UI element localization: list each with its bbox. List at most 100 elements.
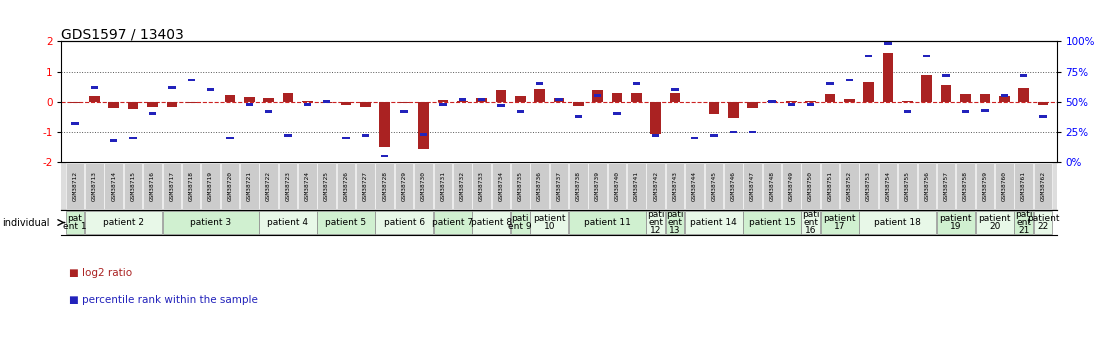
Bar: [341, 102, 351, 105]
Text: GSM38719: GSM38719: [208, 171, 214, 201]
Text: GSM38752: GSM38752: [846, 171, 852, 201]
Text: GSM38758: GSM38758: [963, 171, 968, 201]
Text: GSM38715: GSM38715: [131, 171, 135, 201]
Bar: [845, 79, 853, 81]
Text: GSM38756: GSM38756: [925, 171, 929, 201]
Bar: [743, 163, 761, 209]
Bar: [472, 163, 491, 209]
Bar: [995, 163, 1014, 209]
Text: pati
ent
13: pati ent 13: [666, 210, 684, 235]
Bar: [730, 131, 737, 133]
Bar: [143, 163, 162, 209]
Bar: [863, 82, 874, 102]
Text: GSM38721: GSM38721: [247, 171, 252, 201]
Bar: [376, 163, 394, 209]
Bar: [225, 95, 235, 102]
Bar: [511, 163, 530, 209]
Bar: [85, 211, 162, 234]
Bar: [457, 101, 467, 102]
Bar: [376, 211, 433, 234]
Text: patient 18: patient 18: [874, 218, 921, 227]
Bar: [1034, 211, 1052, 234]
Text: GSM38726: GSM38726: [343, 171, 349, 201]
Bar: [72, 122, 78, 125]
Bar: [323, 100, 331, 103]
Bar: [879, 163, 898, 209]
Bar: [781, 163, 800, 209]
Bar: [802, 211, 819, 234]
Bar: [69, 102, 80, 103]
Bar: [787, 103, 795, 106]
Bar: [536, 82, 543, 85]
Bar: [1018, 88, 1029, 102]
Bar: [594, 95, 601, 97]
Bar: [162, 211, 258, 234]
Bar: [66, 163, 84, 209]
Bar: [898, 163, 917, 209]
Bar: [434, 163, 452, 209]
Bar: [1038, 102, 1049, 105]
Bar: [362, 134, 369, 137]
Bar: [379, 102, 390, 147]
Bar: [162, 163, 181, 209]
Text: GSM38722: GSM38722: [266, 171, 272, 201]
Bar: [278, 163, 297, 209]
Bar: [672, 88, 679, 91]
Bar: [265, 110, 273, 113]
Bar: [844, 99, 854, 102]
Bar: [439, 103, 446, 106]
Bar: [259, 163, 278, 209]
Bar: [1034, 163, 1052, 209]
Text: GSM38720: GSM38720: [227, 171, 233, 201]
Text: GSM38745: GSM38745: [711, 171, 717, 201]
Bar: [360, 102, 371, 107]
Text: patient 8: patient 8: [471, 218, 512, 227]
Bar: [937, 211, 975, 234]
Bar: [588, 163, 607, 209]
Bar: [472, 211, 510, 234]
Bar: [400, 110, 408, 113]
Bar: [614, 112, 620, 115]
Bar: [124, 163, 142, 209]
Bar: [747, 102, 758, 108]
Bar: [646, 211, 665, 234]
Bar: [186, 102, 197, 103]
Text: GSM38749: GSM38749: [789, 171, 794, 201]
Bar: [1014, 163, 1033, 209]
Bar: [743, 211, 800, 234]
Text: patient
22: patient 22: [1026, 214, 1059, 231]
Text: GSM38757: GSM38757: [944, 171, 949, 201]
Bar: [168, 86, 176, 89]
Bar: [477, 98, 485, 101]
Bar: [395, 163, 414, 209]
Bar: [321, 102, 332, 103]
Text: GSM38727: GSM38727: [363, 171, 368, 201]
Bar: [381, 155, 388, 157]
Text: patient 5: patient 5: [325, 218, 367, 227]
Bar: [553, 98, 565, 102]
Bar: [530, 163, 549, 209]
Bar: [960, 94, 970, 102]
Text: GSM38762: GSM38762: [1041, 171, 1045, 201]
Bar: [511, 211, 530, 234]
Text: patient
20: patient 20: [978, 214, 1011, 231]
Text: GSM38714: GSM38714: [112, 171, 116, 201]
Bar: [399, 102, 409, 103]
Text: GSM38713: GSM38713: [92, 171, 97, 201]
Bar: [593, 90, 603, 102]
Bar: [976, 211, 1014, 234]
Bar: [802, 163, 819, 209]
Text: GSM38760: GSM38760: [1002, 171, 1006, 201]
Text: GSM38725: GSM38725: [324, 171, 329, 201]
Bar: [666, 211, 684, 234]
Bar: [903, 110, 911, 113]
Text: GSM38751: GSM38751: [827, 171, 833, 201]
Bar: [1040, 115, 1046, 118]
Text: GSM38761: GSM38761: [1021, 171, 1026, 201]
Bar: [941, 85, 951, 102]
Text: GSM38735: GSM38735: [518, 171, 523, 201]
Bar: [805, 101, 816, 102]
Text: patient
10: patient 10: [533, 214, 566, 231]
Bar: [240, 163, 258, 209]
Bar: [826, 82, 834, 85]
